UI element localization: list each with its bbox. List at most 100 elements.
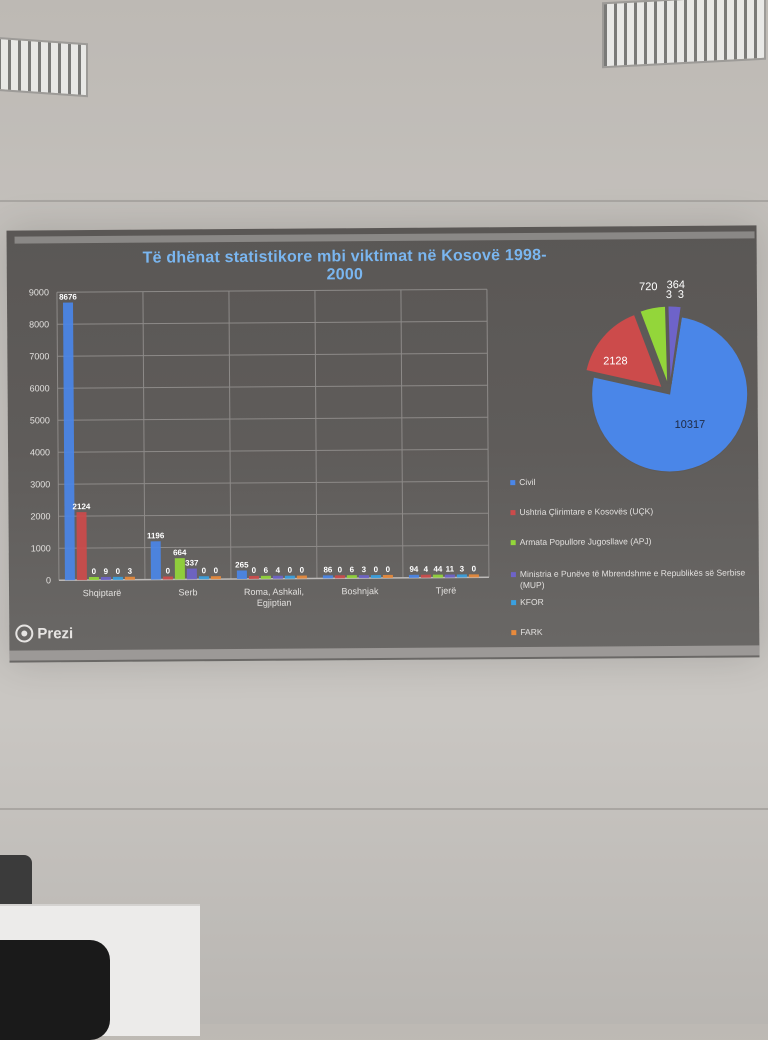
gridline-h bbox=[58, 544, 489, 549]
legend-label: Armata Popullore Jugosllave (APJ) bbox=[519, 536, 652, 548]
bar-data-label: 94 bbox=[409, 565, 419, 574]
gridline-h bbox=[56, 288, 487, 293]
bar bbox=[272, 575, 283, 579]
bar bbox=[248, 575, 259, 579]
bar-data-label: 0 bbox=[92, 567, 97, 576]
bar-data-label: 2124 bbox=[73, 502, 91, 511]
bar-data-label: 0 bbox=[202, 566, 207, 575]
bar bbox=[296, 575, 307, 579]
bar bbox=[456, 574, 467, 578]
legend-label: KFOR bbox=[520, 596, 544, 608]
bar-data-label: 3 bbox=[128, 567, 133, 576]
legend-swatch bbox=[510, 540, 516, 546]
bar-data-label: 4 bbox=[276, 566, 281, 575]
legend-label: FARK bbox=[520, 626, 543, 638]
bar-data-label: 0 bbox=[338, 565, 343, 574]
bar bbox=[322, 575, 333, 579]
y-tick-label: 8000 bbox=[29, 319, 49, 329]
bar-data-label: 0 bbox=[116, 567, 121, 576]
bar-data-label: 0 bbox=[214, 566, 219, 575]
pie-data-label: 3 bbox=[678, 289, 684, 301]
bar-data-label: 8676 bbox=[59, 292, 77, 301]
gridline-v bbox=[228, 291, 232, 580]
y-tick-label: 7000 bbox=[29, 351, 49, 361]
y-tick-label: 0 bbox=[46, 575, 51, 585]
gridline-h bbox=[58, 512, 489, 517]
bar bbox=[174, 558, 185, 580]
x-tick-label: Serb bbox=[178, 587, 197, 597]
bar bbox=[382, 574, 393, 579]
pie-data-label: 720 bbox=[639, 281, 657, 293]
bar bbox=[468, 574, 479, 578]
legend-swatch bbox=[511, 600, 517, 606]
gridline-h bbox=[57, 352, 488, 357]
legend-label: Ushtria Çlirimtare e Kosovës (UÇK) bbox=[519, 506, 654, 518]
gridline-h bbox=[58, 480, 489, 485]
gridline-v bbox=[142, 291, 146, 580]
x-tick-label: Boshnjak bbox=[341, 586, 379, 596]
y-tick-label: 3000 bbox=[30, 479, 50, 489]
bar bbox=[260, 575, 271, 579]
legend-item: Ushtria Çlirimtare e Kosovës (UÇK) bbox=[510, 506, 653, 518]
legend-swatch bbox=[510, 480, 516, 486]
bar bbox=[162, 576, 173, 580]
pie-slice bbox=[585, 313, 663, 389]
pie-data-label: 2128 bbox=[603, 355, 628, 367]
legend-item: Ministria e Punëve të Mbrendshme e Repub… bbox=[510, 567, 760, 591]
x-tick-label: Shqiptarë bbox=[83, 588, 122, 598]
pie-data-label: 10317 bbox=[675, 419, 706, 431]
bar bbox=[236, 570, 247, 580]
gridline-h bbox=[57, 416, 488, 421]
legend-swatch bbox=[510, 572, 516, 578]
bar bbox=[370, 575, 381, 579]
bar-data-label: 0 bbox=[386, 565, 391, 574]
bar bbox=[408, 574, 419, 578]
bar-data-label: 3 bbox=[362, 565, 367, 574]
gridline-v bbox=[486, 289, 490, 578]
bar bbox=[150, 541, 161, 580]
bar bbox=[210, 576, 221, 580]
bar-data-label: 1196 bbox=[147, 531, 165, 540]
bar bbox=[346, 575, 357, 579]
bar bbox=[76, 512, 87, 581]
chair-seat bbox=[0, 940, 110, 1040]
prezi-logo: Prezi bbox=[15, 624, 74, 643]
ceiling-light-right bbox=[602, 0, 766, 69]
bar bbox=[358, 575, 369, 579]
legend-label: Ministria e Punëve të Mbrendshme e Repub… bbox=[519, 567, 746, 591]
x-tick-label: Egjiptian bbox=[257, 598, 292, 608]
y-tick-label: 4000 bbox=[30, 447, 50, 457]
pie-slice bbox=[670, 306, 684, 385]
x-tick-label: Tjerë bbox=[436, 585, 457, 595]
bar-data-label: 4 bbox=[424, 565, 429, 574]
gridline-h bbox=[57, 320, 488, 325]
y-tick-label: 9000 bbox=[29, 287, 49, 297]
bar-data-label: 0 bbox=[288, 566, 293, 575]
bar-data-label: 664 bbox=[173, 548, 187, 557]
bar-data-label: 3 bbox=[460, 564, 465, 573]
y-tick-label: 6000 bbox=[30, 383, 50, 393]
bar-data-label: 0 bbox=[300, 566, 305, 575]
legend-item: FARK bbox=[511, 626, 543, 638]
bar bbox=[124, 576, 135, 580]
bar-data-label: 337 bbox=[185, 559, 199, 568]
bar-data-label: 9 bbox=[104, 567, 109, 576]
bar bbox=[63, 302, 75, 581]
legend-swatch bbox=[510, 510, 516, 516]
gridline-v bbox=[56, 292, 60, 581]
bar-data-label: 44 bbox=[433, 565, 443, 574]
legend-label: Civil bbox=[519, 476, 536, 488]
legend-item: KFOR bbox=[511, 597, 544, 608]
bar-data-label: 0 bbox=[374, 565, 379, 574]
pie-slice bbox=[667, 305, 682, 385]
bar-data-label: 11 bbox=[446, 565, 455, 574]
bar-data-label: 0 bbox=[252, 566, 257, 575]
prezi-icon bbox=[15, 624, 34, 643]
prezi-brand: Prezi bbox=[37, 624, 74, 642]
bar bbox=[444, 574, 455, 578]
bar-data-label: 6 bbox=[350, 565, 355, 574]
y-tick-label: 5000 bbox=[30, 415, 50, 425]
bar-data-label: 0 bbox=[166, 566, 171, 575]
wall-line bbox=[0, 200, 768, 202]
bar-data-label: 0 bbox=[472, 564, 477, 573]
